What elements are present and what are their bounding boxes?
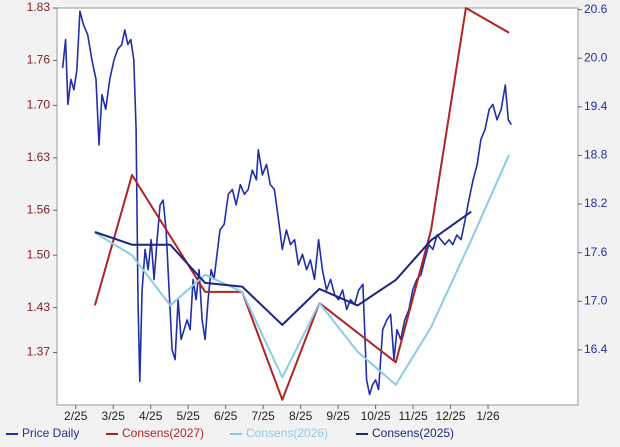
y2-tick-label: 18.2 [584,196,608,210]
series-line [93,7,510,401]
y-tick-label: 1.63 [27,150,51,164]
x-tick-label: 1/26 [476,409,500,423]
legend-label: Consens(2027) [122,426,204,440]
x-tick-label: 4/25 [139,409,163,423]
y2-tick-label: 19.4 [584,99,608,113]
x-tick-label: 12/25 [436,409,466,423]
y2-tick-label: 20.0 [584,50,608,64]
y-tick-label: 1.37 [27,345,51,359]
x-tick-label: 8/25 [289,409,313,423]
series-line [61,10,512,396]
series-line [94,154,510,386]
x-tick-label: 11/25 [399,409,428,423]
y-tick-label: 1.56 [27,202,51,216]
y-tick-label: 1.83 [27,0,51,14]
y2-tick-label: 16.4 [584,342,608,356]
y2-tick-label: 20.6 [584,2,608,16]
legend-label: Consens(2026) [246,426,328,440]
y-tick-label: 1.50 [27,247,51,261]
x-tick-label: 2/25 [64,409,88,423]
y-tick-label: 1.70 [27,98,51,112]
y2-tick-label: 18.8 [584,148,608,162]
x-tick-label: 6/25 [214,409,238,423]
x-tick-label: 7/25 [251,409,275,423]
plot-area [56,7,579,406]
y2-tick-label: 17.0 [584,293,608,307]
x-tick-label: 9/25 [326,409,350,423]
legend-label: Consens(2025) [372,426,454,440]
series-line [94,210,472,326]
y2-tick-label: 17.6 [584,245,608,259]
legend-label: Price Daily [22,426,79,440]
x-tick-label: 5/25 [177,409,201,423]
y-tick-label: 1.43 [27,300,51,314]
x-tick-label: 10/25 [361,409,391,423]
x-tick-label: 3/25 [102,409,126,423]
y-tick-label: 1.76 [27,53,51,67]
